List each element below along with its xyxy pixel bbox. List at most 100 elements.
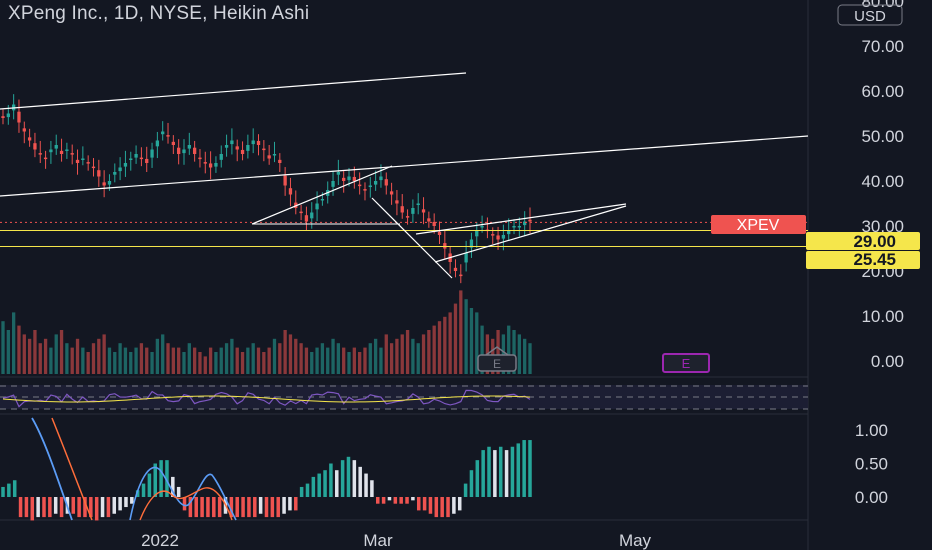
stoch-histogram-bar xyxy=(475,460,480,497)
trendline-wedge-left xyxy=(251,165,393,225)
price-tick-label: 70.00 xyxy=(861,37,904,56)
stoch-histogram-bar xyxy=(346,456,351,497)
stoch-histogram-bar xyxy=(405,497,409,504)
stoch-histogram-bar xyxy=(270,497,275,518)
stoch-histogram-bar xyxy=(135,490,140,497)
earnings-marker-past-arrow xyxy=(485,346,509,356)
stoch-histogram-bar xyxy=(159,460,163,497)
candle-body xyxy=(129,158,133,160)
volume-bar xyxy=(145,347,149,374)
volume-bar xyxy=(368,343,372,374)
stoch-histogram-bar xyxy=(1,486,5,497)
candle-body xyxy=(283,175,287,186)
candle-body xyxy=(224,145,229,148)
candle-body xyxy=(219,154,223,160)
candle-body xyxy=(49,149,53,153)
stoch-histogram-bar xyxy=(522,440,526,497)
stoch-histogram-bar xyxy=(124,497,128,508)
stoch-histogram-bar xyxy=(53,497,58,514)
candle-body xyxy=(432,221,436,226)
stoch-histogram-bar xyxy=(171,476,175,497)
level-tag-2-bg xyxy=(806,251,920,269)
currency-label: USD xyxy=(854,8,886,25)
volume-bar xyxy=(373,338,378,374)
candle-body xyxy=(187,145,191,149)
volume-bar xyxy=(517,334,522,374)
stoch-histogram-bar xyxy=(481,450,485,497)
stoch-histogram-bar xyxy=(89,497,93,518)
stoch-histogram-bar xyxy=(182,497,187,511)
volume-bar xyxy=(427,330,431,374)
earnings-label-future: E xyxy=(682,356,691,371)
stoch-histogram-bar xyxy=(258,497,263,514)
stoch-histogram-bar xyxy=(77,497,81,518)
candle-body xyxy=(118,167,122,172)
candle-body xyxy=(166,135,170,137)
stoch-histogram-bar xyxy=(194,497,198,518)
candle-body xyxy=(475,230,479,237)
candle-body xyxy=(496,235,500,240)
volume-bar xyxy=(11,312,16,374)
candle-body xyxy=(22,128,26,132)
stoch-histogram-bar xyxy=(416,497,421,511)
volume-bar xyxy=(352,347,356,374)
price-tick-label: 40.00 xyxy=(861,172,904,191)
volume-bar xyxy=(27,338,32,374)
volume-bar xyxy=(129,352,133,374)
trendline-middle xyxy=(0,135,809,197)
osc-tick-label: 0.00 xyxy=(855,488,888,507)
volume-bar xyxy=(299,343,303,374)
stoch-histogram-bar xyxy=(358,466,362,497)
candle-body xyxy=(464,253,468,263)
candle-body xyxy=(43,157,48,160)
candle-body xyxy=(416,203,420,205)
volume-bar xyxy=(432,325,436,374)
stoch-histogram-bar xyxy=(217,497,222,518)
earnings-marker-past xyxy=(477,354,517,372)
rsi-ma-line xyxy=(2,395,531,403)
candle-body xyxy=(33,143,37,150)
candle-body xyxy=(528,219,532,222)
stoch-histogram-bar xyxy=(446,497,450,518)
price-tick-label: 0.00 xyxy=(871,352,904,371)
stoch-histogram-bar xyxy=(188,497,193,518)
volume-bar xyxy=(262,352,266,374)
time-tick-label: 2022 xyxy=(141,531,179,550)
stoch-histogram-bar xyxy=(457,497,462,511)
stoch-histogram-bar xyxy=(94,497,99,521)
volume-bar xyxy=(331,338,335,374)
trendline-wedge-top xyxy=(415,203,627,235)
candle-body xyxy=(203,162,207,164)
candle-body xyxy=(453,267,458,271)
stoch-histogram-bar xyxy=(165,460,169,497)
volume-bar xyxy=(315,347,319,374)
volume-bar xyxy=(86,352,90,374)
stoch-histogram-bar xyxy=(493,450,497,497)
volume-bar xyxy=(496,330,500,374)
volume-bar xyxy=(304,347,309,374)
candle-body xyxy=(91,166,96,169)
candle-body xyxy=(267,155,271,159)
volume-bar xyxy=(139,343,144,374)
price-tick-label: 60.00 xyxy=(861,82,904,101)
volume-bar xyxy=(166,343,170,374)
candle-body xyxy=(6,113,10,118)
stoch-histogram-bar xyxy=(288,497,292,511)
volume-bar xyxy=(198,352,202,374)
volume-bar xyxy=(459,290,463,374)
volume-bar xyxy=(113,352,117,374)
volume-bar xyxy=(118,343,122,374)
stoch-histogram-bar xyxy=(340,460,345,497)
price-tick-label: 50.00 xyxy=(861,127,904,146)
candle-body xyxy=(38,153,42,155)
candle-body xyxy=(373,181,378,185)
volume-bar xyxy=(246,347,250,374)
stoch-histogram-bar xyxy=(311,476,316,497)
candle-body xyxy=(214,163,218,167)
stoch-histogram-bar xyxy=(528,440,532,497)
volume-bar xyxy=(278,343,282,374)
candle-body xyxy=(384,179,388,186)
stoch-histogram-bar xyxy=(440,497,444,518)
stoch-histogram-bar xyxy=(504,450,509,497)
